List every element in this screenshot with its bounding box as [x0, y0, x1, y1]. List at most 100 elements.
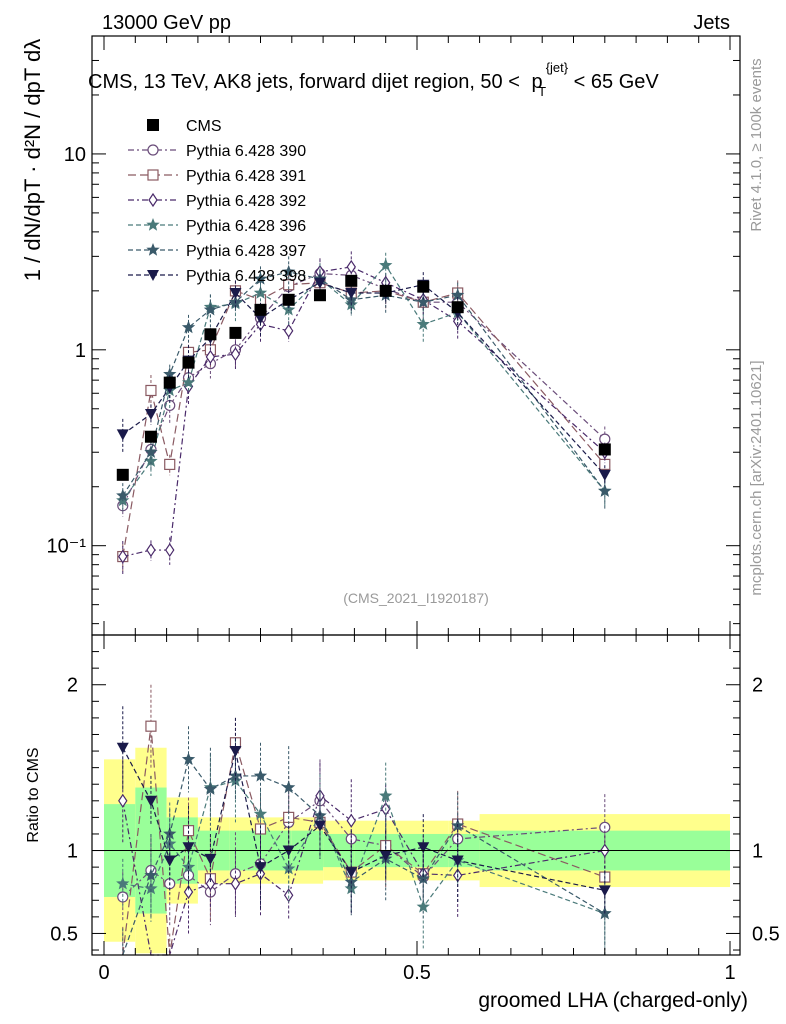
- data-point: [144, 445, 158, 458]
- data-point: [253, 272, 268, 285]
- data-point: [203, 302, 218, 316]
- legend-label: Pythia 6.428 391: [186, 168, 306, 185]
- legend-marker: [147, 119, 159, 131]
- ratio-point: [254, 862, 267, 874]
- cms-point: [598, 443, 611, 456]
- legend: CMS Pythia 6.428 390 Pythia 6.428 391 Pythi…: [128, 118, 306, 285]
- data-point: [181, 320, 196, 334]
- ratio-point: [346, 813, 356, 828]
- header-left: 13000 GeV pp: [102, 12, 231, 34]
- ratio-series-5: [116, 706, 611, 916]
- data-point: [345, 287, 358, 299]
- data-point: [118, 549, 128, 564]
- x-tick-label: 0: [98, 962, 109, 984]
- cms-point: [254, 303, 267, 316]
- ratio-point: [117, 891, 129, 903]
- chart-title-main: CMS, 13 TeV, AK8 jets, forward dijet reg…: [88, 71, 520, 93]
- ratio-point: [313, 820, 326, 832]
- header-right: Jets: [693, 12, 730, 34]
- data-point: [116, 429, 129, 441]
- ratio-tick-label: 1: [67, 841, 78, 863]
- ratio-point: [182, 825, 195, 837]
- series-line: [122, 271, 606, 497]
- ratio-point: [182, 869, 195, 882]
- legend-entry-5: Pythia 6.428 398: [128, 268, 306, 285]
- y-tick-label: 1: [75, 340, 86, 362]
- ratio-point: [163, 855, 176, 867]
- data-point: [145, 384, 157, 397]
- data-point: [313, 277, 326, 289]
- ratio-point: [253, 807, 268, 820]
- ratio-tick-label-right: 0.5: [752, 923, 780, 945]
- data-point: [229, 287, 242, 299]
- ratio-point: [203, 782, 218, 795]
- ratio-point: [230, 876, 241, 891]
- data-point: [230, 347, 241, 362]
- ratio-point: [205, 876, 216, 891]
- cms-point: [182, 356, 195, 369]
- ratio-point: [145, 720, 157, 732]
- data-point: [282, 264, 296, 278]
- data-point: [379, 258, 393, 271]
- y-tick-label: 10⁻¹: [47, 536, 87, 558]
- legend-label: CMS: [186, 118, 222, 135]
- ratio-point: [255, 866, 266, 881]
- legend-marker: [146, 218, 160, 231]
- ratio-point: [416, 899, 430, 913]
- x-axis-label: groomed LHA (charged-only): [478, 989, 748, 1012]
- legend-entry-4: Pythia 6.428 397: [128, 243, 306, 260]
- data-point: [283, 323, 294, 338]
- cms-point: [144, 430, 157, 443]
- ratio-point: [116, 742, 129, 754]
- ratio-tick-label-right: 2: [752, 675, 763, 697]
- data-point: [451, 288, 465, 301]
- mcplots-label: mcplots.cern.ch [arXiv:2401.10621]: [748, 360, 765, 595]
- legend-entry-2: Pythia 6.428 392: [128, 192, 306, 210]
- cms-point: [282, 293, 295, 306]
- ratio-point: [345, 867, 358, 879]
- ratio-series-2: [118, 759, 610, 956]
- legend-label: Pythia 6.428 392: [186, 193, 306, 210]
- chart-title-sub: T: [538, 84, 546, 99]
- main-plot-layer: [116, 251, 612, 576]
- legend-entry-cms: CMS: [147, 118, 222, 135]
- cms-point: [229, 326, 242, 339]
- ratio-point: [144, 868, 158, 882]
- legend-marker: [147, 270, 159, 281]
- data-point: [163, 367, 177, 380]
- ratio-line: [122, 747, 605, 891]
- data-point: [346, 259, 356, 274]
- x-tick-label: 0.5: [403, 962, 431, 984]
- cms-point: [379, 284, 392, 297]
- ratio-point: [181, 752, 196, 765]
- data-point: [598, 484, 612, 497]
- data-point: [165, 542, 175, 558]
- rivet-label: Rivet 4.1.0, ≥ 100k events: [748, 58, 765, 231]
- y-axis-label: 1 / dN/dpT · d²N / dpT dλ: [20, 39, 45, 282]
- series-1: [117, 269, 611, 572]
- ratio-tick-label: 2: [67, 675, 78, 697]
- series-2: [118, 251, 610, 576]
- legend-marker: [146, 243, 160, 256]
- axes: 10⁻¹ 1 10 0.5 0.5 1 1 2 2 0 0.5 1: [47, 35, 780, 984]
- data-point: [416, 295, 430, 308]
- ratio-frame: [91, 634, 741, 956]
- data-point: [164, 458, 176, 471]
- ratio-point: [229, 746, 242, 758]
- chart-title-end: < 65 GeV: [574, 71, 660, 93]
- ratio-point: [598, 885, 611, 897]
- cms-point: [116, 468, 129, 481]
- ratio-point: [183, 884, 194, 900]
- data-point: [254, 313, 267, 325]
- ratio-line: [122, 757, 606, 956]
- ratio-point: [116, 876, 130, 890]
- legend-entry-3: Pythia 6.428 396: [128, 218, 306, 235]
- legend-entry-0: Pythia 6.428 390: [128, 143, 306, 160]
- chart-title: CMS, 13 TeV, AK8 jets, forward dijet reg…: [88, 55, 659, 101]
- ratio-point: [379, 788, 393, 802]
- x-tick-label: 1: [724, 962, 735, 984]
- ratio-point: [118, 793, 128, 808]
- cms-point: [451, 301, 464, 314]
- cms-point: [204, 328, 217, 341]
